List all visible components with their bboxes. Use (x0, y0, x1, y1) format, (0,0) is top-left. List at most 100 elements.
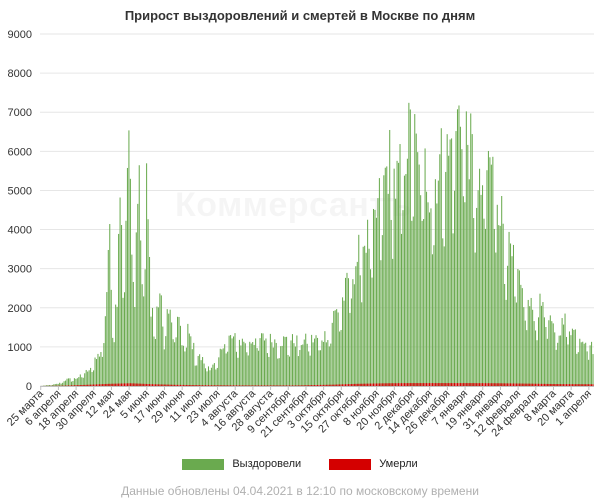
bar-recovered (97, 353, 99, 386)
bar-recovered (322, 341, 324, 386)
bar-deaths (322, 384, 324, 386)
y-tick-label: 9000 (8, 29, 32, 41)
bar-deaths (368, 383, 370, 386)
bar-deaths (384, 383, 386, 386)
bar-recovered (63, 381, 65, 386)
bar-recovered (353, 284, 355, 386)
bar-deaths (123, 383, 126, 386)
bar-recovered (370, 269, 372, 386)
bar-deaths (299, 385, 301, 386)
bar-recovered (143, 296, 145, 386)
bar-deaths (533, 383, 535, 386)
bar-recovered (570, 335, 572, 386)
bar-recovered (487, 150, 489, 386)
bar-deaths (501, 383, 503, 386)
bar-deaths (324, 384, 326, 386)
bar-recovered (221, 349, 223, 386)
bar-recovered (504, 283, 506, 386)
bar-deaths (112, 383, 114, 386)
bar-deaths (340, 384, 342, 386)
y-tick-label: 6000 (8, 146, 32, 158)
bar-recovered (347, 278, 349, 386)
bar-deaths (545, 383, 547, 386)
bar-deaths (580, 384, 582, 386)
bar-deaths (430, 383, 432, 386)
bar-deaths (249, 385, 251, 386)
bar-deaths (174, 384, 176, 386)
bar-deaths (69, 385, 71, 386)
bar-recovered (231, 338, 233, 386)
bar-recovered (123, 292, 126, 386)
bar-deaths (95, 384, 98, 386)
bar-deaths (526, 383, 528, 386)
bar-deaths (190, 385, 192, 386)
bar-recovered (406, 158, 408, 386)
bar-recovered (393, 168, 395, 386)
bar-deaths (219, 385, 221, 386)
bar-recovered (162, 326, 164, 386)
bar-recovered (283, 336, 285, 386)
bar-recovered (284, 336, 286, 386)
bar-recovered (107, 249, 109, 386)
bar-recovered (207, 366, 209, 386)
bar-deaths (197, 385, 199, 386)
bar-recovered (408, 102, 410, 386)
bar-recovered (589, 345, 591, 386)
bar-deaths (250, 385, 252, 386)
bar-recovered (179, 325, 181, 386)
bar-recovered (383, 175, 385, 386)
bar-recovered (358, 234, 360, 386)
bar-recovered (428, 212, 431, 386)
bar-recovered (508, 231, 510, 386)
bar-deaths (482, 383, 484, 386)
bar-recovered (439, 154, 441, 386)
bar-deaths (417, 383, 419, 386)
bar-recovered (420, 195, 422, 386)
bar-deaths (517, 383, 519, 386)
legend-item-recovered[interactable]: Выздоровели (182, 458, 301, 470)
bar-recovered (586, 351, 588, 386)
bar-recovered (305, 333, 307, 386)
bar-deaths (187, 384, 189, 386)
bar-deaths (149, 384, 151, 386)
legend: Выздоровели Умерли (0, 454, 600, 474)
bar-deaths (84, 384, 86, 386)
bar-recovered (106, 292, 108, 386)
bar-recovered (205, 368, 207, 386)
bar-deaths (222, 385, 224, 386)
bar-recovered (325, 342, 327, 386)
bar-deaths (579, 384, 581, 386)
chart-title: Прирост выздоровлений и смертей в Москве… (124, 8, 476, 23)
bar-recovered (566, 336, 568, 386)
bar-deaths (122, 383, 124, 386)
bar-deaths (110, 383, 112, 386)
bar-recovered (151, 307, 154, 386)
bar-recovered (252, 342, 254, 386)
bar-deaths (420, 383, 422, 386)
bar-recovered (171, 322, 173, 386)
bar-recovered (523, 307, 525, 386)
bar-deaths (168, 384, 170, 386)
bar-recovered (115, 304, 117, 386)
bar-deaths (343, 384, 345, 386)
bar-deaths (426, 383, 428, 386)
bar-recovered (177, 316, 179, 386)
bar-recovered (318, 350, 320, 386)
bar-recovered (367, 219, 369, 386)
bar-deaths (548, 383, 550, 386)
bar-deaths (144, 383, 146, 386)
bar-deaths (247, 385, 249, 386)
axes: 010002000300040005000600070008000900025 … (5, 29, 594, 440)
bar-recovered (352, 279, 354, 386)
bar-recovered (368, 248, 370, 386)
bar-recovered (247, 355, 249, 386)
legend-label-recovered: Выздоровели (232, 458, 302, 470)
bar-recovered (53, 384, 55, 386)
bar-recovered (574, 329, 576, 386)
legend-item-deaths[interactable]: Умерли (329, 458, 418, 470)
bar-recovered (59, 382, 61, 386)
bar-recovered (138, 165, 140, 386)
bar-deaths (281, 385, 283, 386)
bar-deaths (358, 383, 360, 386)
bar-recovered (110, 289, 112, 386)
